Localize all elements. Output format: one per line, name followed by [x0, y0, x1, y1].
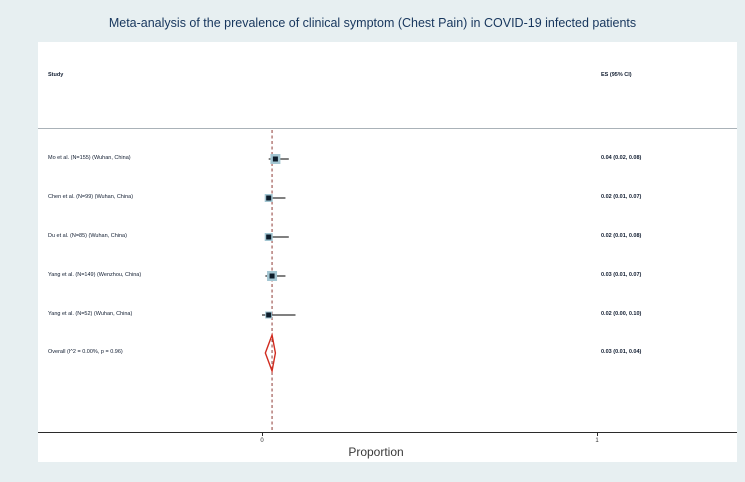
study-label: Yang et al. (N=149) (Wenzhou, China) [48, 272, 142, 278]
study-label: Du et al. (N=85) (Wuhan, China) [48, 233, 127, 239]
x-tick-label: 0 [260, 438, 264, 444]
x-tick [597, 432, 598, 436]
overall-es-value: 0.03 (0.01, 0.04) [601, 349, 642, 355]
study-label: Chen et al. (N=99) (Wuhan, China) [48, 194, 134, 200]
study-label: Mo et al. (N=155) (Wuhan, China) [48, 155, 131, 161]
point-estimate-square [266, 195, 272, 201]
study-es-value: 0.02 (0.00, 0.10) [601, 311, 642, 317]
point-estimate-square [266, 312, 272, 318]
point-estimate-square [272, 156, 278, 162]
x-tick-label: 1 [595, 438, 599, 444]
point-estimate-square [269, 273, 275, 279]
overall-diamond [264, 332, 277, 374]
column-header-study: Study [48, 72, 64, 78]
header-separator-line [38, 128, 737, 129]
forest-plot-canvas [262, 130, 296, 432]
study-es-value: 0.02 (0.01, 0.08) [601, 233, 642, 239]
study-es-value: 0.03 (0.01, 0.07) [601, 272, 642, 278]
point-estimate-square [266, 234, 272, 240]
study-label: Yang et al. (N=52) (Wuhan, China) [48, 311, 133, 317]
x-tick [262, 432, 263, 436]
chart-title: Meta-analysis of the prevalence of clini… [108, 16, 637, 30]
x-axis-label: Proportion [348, 445, 404, 459]
x-axis-line [38, 432, 737, 433]
overall-label: Overall (I^2 = 0.00%, p = 0.96) [48, 349, 123, 355]
study-es-value: 0.02 (0.01, 0.07) [601, 194, 642, 200]
study-es-value: 0.04 (0.02, 0.08) [601, 155, 642, 161]
plot-panel: Study ES (95% CI) Mo et al. (N=155) (Wuh… [38, 42, 737, 462]
column-header-es: ES (95% CI) [601, 72, 632, 78]
